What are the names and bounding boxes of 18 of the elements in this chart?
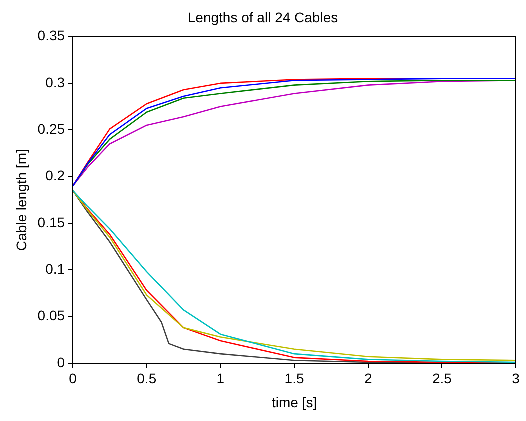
y-tick-label: 0.05 <box>38 308 66 324</box>
y-tick-label: 0 <box>57 354 66 370</box>
x-tick-label: 0.5 <box>137 370 157 387</box>
x-axis-title: time [s] <box>272 394 318 410</box>
y-tick-label: 0.35 <box>38 28 66 44</box>
x-tick-label: 3 <box>512 370 520 387</box>
x-tick-label: 1 <box>216 370 225 387</box>
x-tick-label: 1.5 <box>284 370 304 387</box>
x-tick-label: 2.5 <box>432 370 452 387</box>
x-tick-label: 0 <box>69 370 78 387</box>
x-tick-label: 2 <box>364 370 372 387</box>
y-tick-label: 0.1 <box>46 260 66 277</box>
chart-title: Lengths of all 24 Cables <box>188 9 338 26</box>
y-tick-label: 0.15 <box>38 214 66 230</box>
y-tick-label: 0.25 <box>38 120 66 137</box>
y-tick-label: 0.3 <box>46 74 66 90</box>
y-tick-label: 0.2 <box>46 168 66 184</box>
y-axis-title: Cable length [m] <box>13 149 30 252</box>
